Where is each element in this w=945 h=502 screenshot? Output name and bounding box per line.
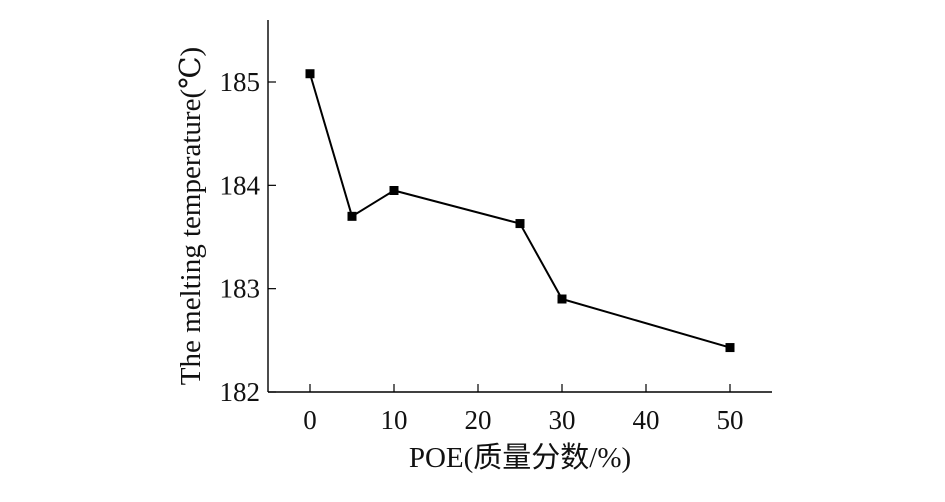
x-tick-label: 10 [381,405,408,435]
x-tick-label: 50 [717,405,744,435]
x-tick-label: 40 [633,405,660,435]
y-tick-label: 185 [220,67,261,97]
x-tick-label: 0 [303,405,317,435]
series [305,69,735,353]
x-tick-label: 20 [465,405,492,435]
data-point-marker [305,69,315,79]
data-point-marker [725,343,735,353]
x-tick-label: 30 [549,405,576,435]
data-point-marker [557,294,567,304]
data-point-marker [515,219,525,229]
y-axis-title: The melting temperature(℃) [175,47,207,385]
y-tick-label: 182 [220,377,261,407]
x-axis-title: POE(质量分数/%) [409,441,631,474]
axes: 0 10 20 30 40 50 182 183 184 185 [220,20,772,435]
y-tick-label: 183 [220,274,261,304]
y-tick-label: 184 [220,170,261,200]
data-point-marker [389,186,399,195]
data-point-marker [347,211,357,221]
series-line [309,73,731,349]
